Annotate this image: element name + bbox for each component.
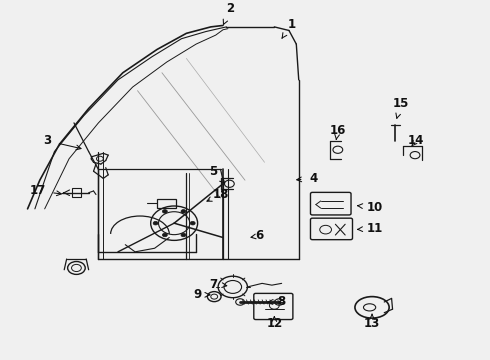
Text: 12: 12 [266,317,282,330]
Text: 14: 14 [408,134,424,147]
Text: 1: 1 [282,18,295,39]
Text: 2: 2 [223,3,234,24]
Circle shape [162,233,167,237]
Circle shape [181,233,186,237]
Circle shape [153,221,158,225]
Bar [72,188,81,197]
Text: 13: 13 [364,314,380,330]
Bar [157,199,175,208]
Text: 15: 15 [393,97,410,118]
Text: 10: 10 [358,201,383,213]
Text: 9: 9 [193,288,210,301]
Circle shape [162,210,167,213]
Circle shape [190,221,195,225]
Text: 8: 8 [268,296,286,309]
Text: 18: 18 [207,188,229,201]
Text: 6: 6 [251,229,264,242]
Text: 5: 5 [209,165,224,183]
Text: 7: 7 [209,278,227,291]
Text: 16: 16 [330,123,346,140]
Text: 3: 3 [43,134,81,150]
Text: 4: 4 [297,172,318,185]
Text: 17: 17 [29,184,61,197]
Circle shape [181,210,186,213]
Text: 11: 11 [358,222,383,235]
